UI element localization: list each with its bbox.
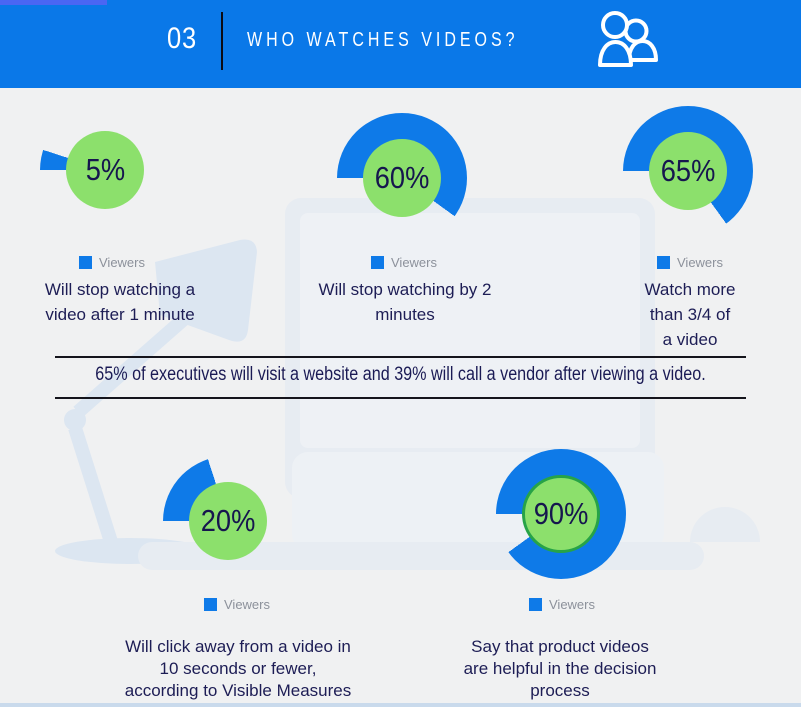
legend-swatch: [78, 256, 92, 269]
bottom-accent-strip: [0, 703, 801, 707]
chart-caption: Say that product videos are helpful in t…: [463, 637, 657, 700]
legend-swatch: [203, 598, 217, 611]
section-number: 03: [166, 22, 198, 55]
mouse-shape: [690, 507, 760, 542]
lamp-arm-upper: [73, 312, 190, 418]
legend-label: Viewers: [548, 597, 596, 612]
chart-legend: Viewers: [528, 597, 596, 612]
legend-swatch: [370, 256, 384, 269]
page-title: WHO WATCHES VIDEOS?: [247, 29, 519, 51]
chart-legend: Viewers: [656, 255, 724, 270]
gauge-bubble-20pct: 20%: [189, 482, 267, 560]
chart-caption: Will click away from a video in 10 secon…: [124, 637, 352, 700]
gauge-bubble-5pct: 5%: [66, 131, 144, 209]
gauge-value-label: 60%: [374, 160, 430, 195]
legend-label: Viewers: [98, 255, 146, 270]
legend-label: Viewers: [390, 255, 438, 270]
legend-swatch: [528, 598, 542, 611]
chart-caption: Watch more than 3/4 of a video: [644, 280, 736, 349]
gauge-bubble-90pct: 90%: [522, 475, 600, 553]
gauge-value-label: 20%: [200, 503, 256, 538]
header: 03 WHO WATCHES VIDEOS?: [0, 0, 801, 88]
statement-rule-top: [55, 356, 746, 358]
legend-label: Viewers: [676, 255, 724, 270]
gauge-bubble-60pct: 60%: [363, 139, 441, 217]
chart-legend: Viewers: [78, 255, 146, 270]
gauge-value-label: 65%: [660, 153, 716, 188]
gauge-value-label: 90%: [533, 496, 589, 531]
monitor-screen-shape: [300, 213, 640, 448]
chart-legend: Viewers: [203, 597, 271, 612]
lamp-joint: [64, 409, 86, 431]
statement-rule-bottom: [55, 397, 746, 399]
lamp-arm-lower: [68, 425, 119, 548]
legend-swatch: [656, 256, 670, 269]
statement-text: 65% of executives will visit a website a…: [95, 364, 706, 385]
gauge-bubble-65pct: 65%: [649, 132, 727, 210]
header-divider: [221, 12, 223, 70]
chart-caption: Will stop watching a video after 1 minut…: [44, 280, 196, 324]
legend-label: Viewers: [223, 597, 271, 612]
chart-legend: Viewers: [370, 255, 438, 270]
header-accent-strip: [0, 0, 107, 5]
chart-caption: Will stop watching by 2 minutes: [318, 280, 492, 324]
gauge-value-label: 5%: [85, 152, 125, 187]
people-icon: [598, 11, 658, 67]
